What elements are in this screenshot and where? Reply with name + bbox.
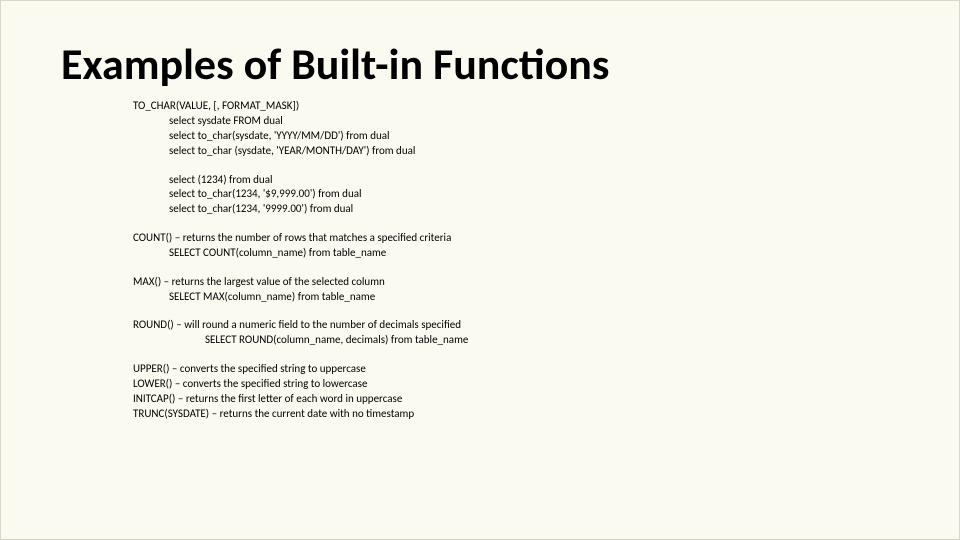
- upper-desc: UPPER() – converts the specified string …: [61, 362, 899, 377]
- count-example: SELECT COUNT(column_name) from table_nam…: [61, 246, 899, 261]
- trunc-desc: TRUNC(SYSDATE) – returns the current dat…: [61, 407, 899, 422]
- round-desc: ROUND() – will round a numeric field to …: [61, 318, 899, 333]
- tochar-example-4: select (1234) from dual: [61, 173, 899, 188]
- tochar-header: TO_CHAR(VALUE, [, FORMAT_MASK]): [61, 99, 899, 114]
- misc-block: UPPER() – converts the specified string …: [61, 362, 899, 421]
- round-block: ROUND() – will round a numeric field to …: [61, 318, 899, 348]
- initcap-desc: INITCAP() – returns the first letter of …: [61, 392, 899, 407]
- count-desc: COUNT() – returns the number of rows tha…: [61, 231, 899, 246]
- round-example: SELECT ROUND(column_name, decimals) from…: [61, 333, 899, 348]
- count-block: COUNT() – returns the number of rows tha…: [61, 231, 899, 261]
- tochar-example-2: select to_char(sysdate, 'YYYY/MM/DD') fr…: [61, 129, 899, 144]
- tochar-block-1: TO_CHAR(VALUE, [, FORMAT_MASK]) select s…: [61, 99, 899, 158]
- tochar-example-1: select sysdate FROM dual: [61, 114, 899, 129]
- max-block: MAX() – returns the largest value of the…: [61, 275, 899, 305]
- tochar-example-3: select to_char (sysdate, 'YEAR/MONTH/DAY…: [61, 144, 899, 159]
- tochar-example-5: select to_char(1234, '$9,999.00') from d…: [61, 187, 899, 202]
- max-desc: MAX() – returns the largest value of the…: [61, 275, 899, 290]
- tochar-block-2: select (1234) from dual select to_char(1…: [61, 173, 899, 218]
- max-example: SELECT MAX(column_name) from table_name: [61, 290, 899, 305]
- lower-desc: LOWER() – converts the specified string …: [61, 377, 899, 392]
- tochar-example-6: select to_char(1234, '9999.00') from dua…: [61, 202, 899, 217]
- slide-title: Examples of Built-in Functions: [61, 41, 899, 87]
- slide: Examples of Built-in Functions TO_CHAR(V…: [0, 0, 960, 540]
